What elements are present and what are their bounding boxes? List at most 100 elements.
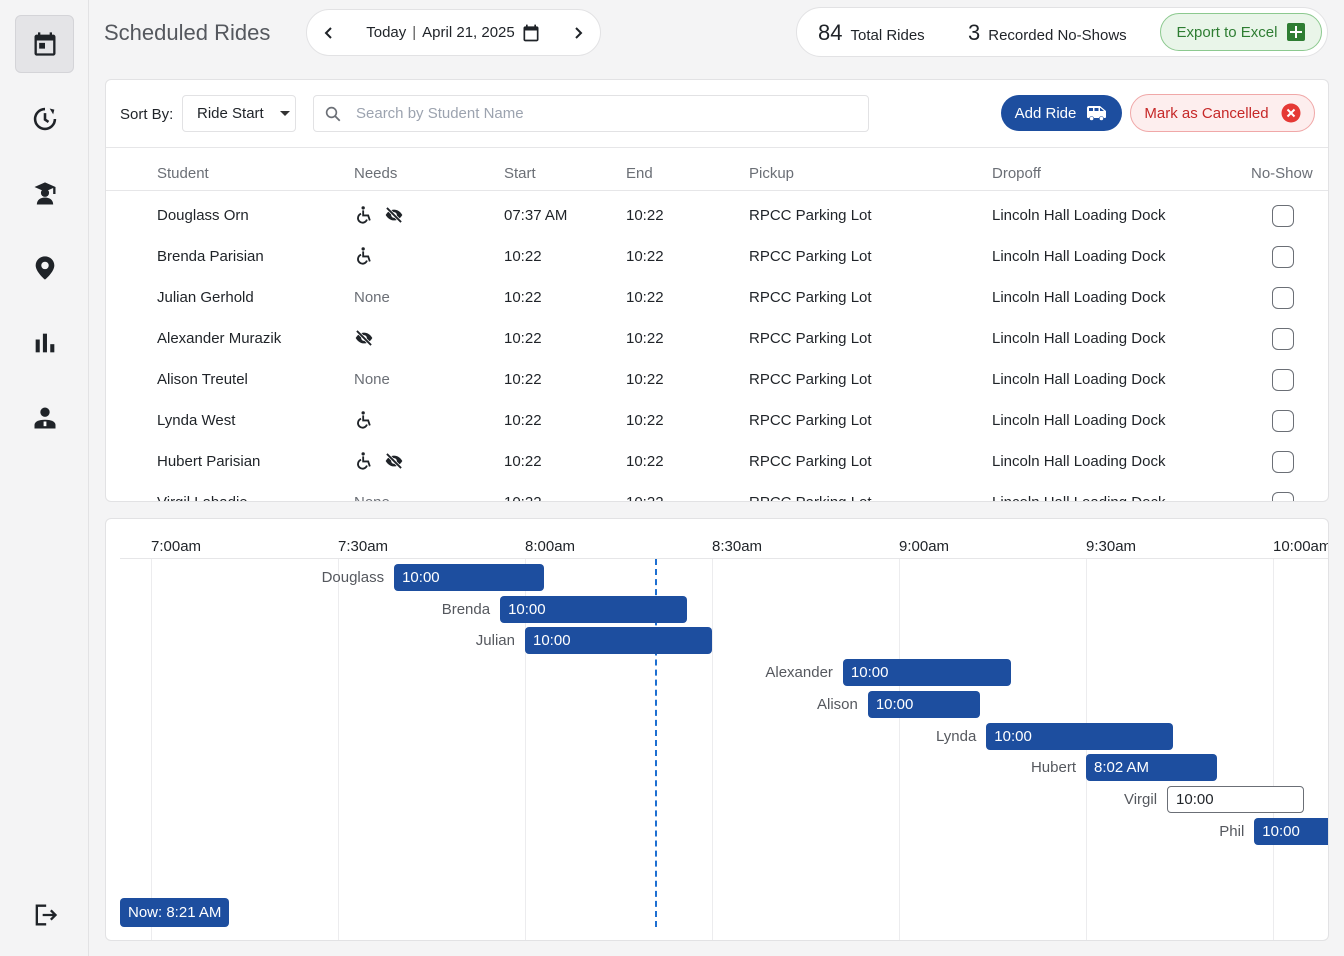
- table-row[interactable]: Alexander Murazik 10:22 10:22 RPCC Parking …: [106, 318, 1328, 359]
- column-header-pickup[interactable]: Pickup: [749, 165, 795, 182]
- timeline-ride-bar[interactable]: 10:00: [867, 690, 981, 718]
- van-icon: [1087, 106, 1107, 121]
- table-row[interactable]: Hubert Parisian 10:22 10:22 RPCC Parking Lo…: [106, 441, 1328, 482]
- no-show-checkbox[interactable]: [1272, 410, 1294, 432]
- timeline-ride-bar[interactable]: 10:00: [394, 564, 544, 591]
- column-header-student[interactable]: Student: [157, 165, 209, 182]
- table-row[interactable]: Douglass Orn 07:37 AM 10:22 RPCC Parking Lo…: [106, 195, 1328, 236]
- toolbar-divider: [106, 147, 1328, 148]
- timeline-tick-label: 9:00am: [899, 538, 950, 555]
- cell-pickup: RPCC Parking Lot: [749, 330, 872, 347]
- cell-start: 10:22: [504, 494, 542, 501]
- timeline-gridline: [338, 559, 339, 940]
- search-icon: [325, 106, 341, 121]
- timeline-tick-label: 7:00am: [151, 538, 202, 555]
- timeline-ride-bar[interactable]: 10:00: [525, 627, 712, 655]
- timeline-gridline: [151, 559, 152, 940]
- cell-start: 10:22: [504, 412, 542, 429]
- cell-start: 10:22: [504, 330, 542, 347]
- timeline-student-label: Alison: [816, 695, 858, 713]
- close-circle-icon: [1281, 103, 1301, 123]
- timeline-tick-label: 7:30am: [338, 538, 389, 555]
- cell-end: 10:22: [626, 248, 664, 265]
- sort-dropdown[interactable]: Ride Start: [182, 95, 296, 132]
- column-header-no-show[interactable]: No-Show: [1251, 165, 1313, 182]
- export-label: Export to Excel: [1176, 23, 1278, 41]
- table-row[interactable]: Alison Treutel None 10:22 10:22 RPCC Parking…: [106, 359, 1328, 400]
- location-icon: [35, 256, 54, 280]
- column-header-needs[interactable]: Needs: [354, 165, 398, 182]
- nav-scheduled-rides[interactable]: [15, 15, 74, 73]
- cell-end: 10:22: [626, 207, 664, 224]
- total-rides-stat: 84 Total Rides: [818, 20, 925, 46]
- timeline-tick-label: 8:00am: [525, 538, 576, 555]
- cell-student: Alexander Murazik: [157, 330, 282, 347]
- timeline-ride-bar[interactable]: 10:00: [842, 659, 1012, 687]
- cell-dropoff: Lincoln Hall Loading Dock: [992, 453, 1166, 470]
- cell-dropoff: Lincoln Hall Loading Dock: [992, 248, 1166, 265]
- chevron-left-icon: [324, 26, 332, 39]
- calendar-icon: [523, 24, 539, 41]
- timeline-tick-label: 10:00am: [1273, 538, 1329, 555]
- no-show-checkbox[interactable]: [1272, 205, 1294, 227]
- no-show-checkbox[interactable]: [1272, 246, 1294, 268]
- spreadsheet-icon: [1287, 23, 1306, 41]
- column-header-start[interactable]: Start: [504, 165, 536, 182]
- cell-student: Virgil Labadie: [157, 494, 248, 501]
- table-row[interactable]: Lynda West 10:22 10:22 RPCC Parking Lot Linc…: [106, 400, 1328, 441]
- timeline-ride-bar[interactable]: 10:00: [1167, 785, 1305, 813]
- nav-history[interactable]: [15, 90, 74, 148]
- logout-button[interactable]: [15, 886, 74, 944]
- no-show-checkbox[interactable]: [1272, 451, 1294, 473]
- column-header-dropoff[interactable]: Dropoff: [992, 165, 1041, 182]
- nav-admin[interactable]: [15, 389, 74, 447]
- logout-icon: [35, 904, 57, 926]
- no-shows-count: 3: [968, 20, 981, 45]
- cell-start: 10:22: [504, 453, 542, 470]
- nav-locations[interactable]: [15, 239, 74, 297]
- timeline-gridline: [899, 559, 900, 940]
- no-show-checkbox[interactable]: [1272, 369, 1294, 391]
- no-show-checkbox[interactable]: [1272, 328, 1294, 350]
- no-show-checkbox[interactable]: [1272, 492, 1294, 501]
- table-row[interactable]: Brenda Parisian 10:22 10:22 RPCC Parking Lo…: [106, 236, 1328, 277]
- cell-pickup: RPCC Parking Lot: [749, 207, 872, 224]
- mark-cancelled-button[interactable]: Mark as Cancelled: [1130, 94, 1315, 132]
- next-day-button[interactable]: [556, 11, 600, 55]
- timeline-ride-bar[interactable]: 10:00: [500, 595, 688, 623]
- cell-end: 10:22: [626, 330, 664, 347]
- cell-end: 10:22: [626, 412, 664, 429]
- prev-day-button[interactable]: [307, 11, 351, 55]
- timeline-tick-label: 8:30am: [712, 538, 763, 555]
- column-header-end[interactable]: End: [626, 165, 653, 182]
- timeline-ride-bar[interactable]: 10:00: [986, 722, 1174, 750]
- timeline-student-label: Hubert: [1030, 759, 1076, 777]
- no-shows-stat: 3 Recorded No-Shows: [968, 20, 1127, 46]
- cell-student: Hubert Parisian: [157, 453, 261, 470]
- cell-dropoff: Lincoln Hall Loading Dock: [992, 330, 1166, 347]
- timeline-card: 7:00am 7:30am 8:00am 8:30am 9:00am 9:30am 10:0…: [105, 518, 1329, 941]
- export-excel-button[interactable]: Export to Excel: [1160, 13, 1322, 51]
- cell-needs: [354, 410, 374, 430]
- calendar-icon: [34, 32, 55, 56]
- table-row[interactable]: Julian Gerhold None 10:22 10:22 RPCC Parking…: [106, 277, 1328, 318]
- add-ride-button[interactable]: Add Ride: [1001, 95, 1122, 131]
- total-rides-label: Total Rides: [850, 27, 925, 44]
- timeline-ride-bar[interactable]: 8:02 AM: [1086, 754, 1217, 782]
- nav-students[interactable]: [15, 165, 74, 223]
- cell-start: 07:37 AM: [504, 207, 568, 224]
- table-row[interactable]: Virgil Labadie None 10:22 10:22 RPCC Parking…: [106, 482, 1328, 501]
- timeline-ride-bar[interactable]: 10:00: [1254, 817, 1328, 845]
- date-display[interactable]: Today | April 21, 2025: [351, 23, 556, 43]
- wheelchair-icon: [357, 206, 371, 224]
- timeline-student-label: Julian: [475, 632, 515, 650]
- eye-slash-icon: [385, 452, 403, 470]
- cell-student: Douglass Orn: [157, 207, 249, 224]
- timeline-gridline: [712, 559, 713, 940]
- ride-stats: 84 Total Rides 3 Recorded No-Shows Expor…: [796, 7, 1328, 57]
- search-input[interactable]: [356, 105, 836, 122]
- timeline-gridline: [1273, 559, 1274, 940]
- nav-reports[interactable]: [15, 314, 74, 372]
- no-show-checkbox[interactable]: [1272, 287, 1294, 309]
- cell-student: Lynda West: [157, 412, 236, 429]
